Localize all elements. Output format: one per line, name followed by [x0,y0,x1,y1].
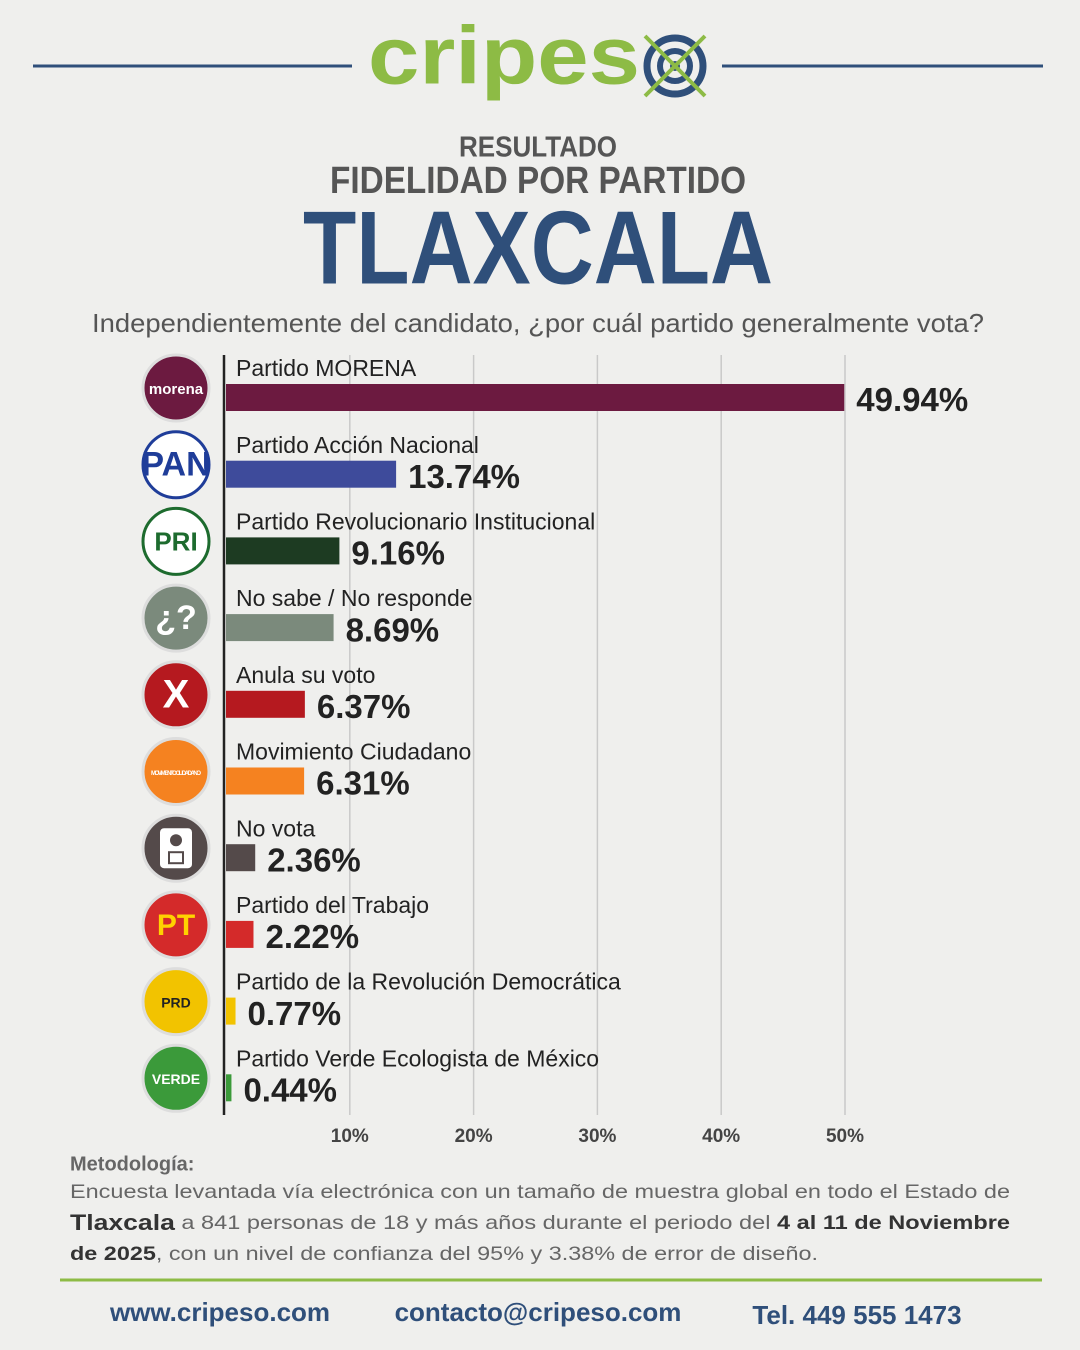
bar [226,1074,232,1102]
phone: Tel. 449 555 1473 [752,1300,961,1330]
party-icon-label: PAN [141,446,210,484]
methodology-text: de 2025 [70,1243,156,1265]
category-label: No sabe / No responde [236,585,473,611]
party-icon [141,967,211,1037]
bar [226,537,340,565]
question: Independientemente del candidato, ¿por c… [92,308,984,338]
bar [226,997,236,1025]
value-label: 6.37% [317,688,411,725]
bar [226,690,305,718]
party-icon [141,583,211,653]
category-label: Partido MORENA [236,355,417,381]
party-icon [141,660,211,730]
category-label: No vota [236,815,315,841]
x-tick-label: 10% [331,1126,369,1147]
methodology-line: Tlaxcala a 841 personas de 18 y más años… [70,1210,1010,1235]
website: www.cripeso.com [109,1297,330,1327]
value-label: 6.31% [316,765,410,802]
party-icon [141,890,211,960]
bar [226,614,334,642]
category-label: Partido de la Revolución Democrática [236,969,621,995]
methodology-text: Encuesta levantada vía electrónica con u… [70,1181,1010,1203]
brand-logo: cripes [368,11,640,102]
methodology-text: a 841 personas de 18 y más años durante … [175,1212,777,1234]
party-icon-label: MOVIMIENTO CIUDADANO [151,771,201,777]
party-icon [141,430,211,500]
ballot-icon [168,851,184,865]
party-icon-label: PRD [161,994,191,1010]
party-icon-label: morena [149,381,204,398]
category-label: Partido Verde Ecologista de México [236,1045,599,1071]
methodology-line: de 2025, con un nivel de confianza del 9… [70,1243,818,1265]
party-icon [141,506,211,576]
value-label: 9.16% [351,535,445,572]
party-icon-label: X [163,672,190,716]
kicker: RESULTADO [459,132,617,164]
category-label: Partido Acción Nacional [236,432,479,458]
bar [226,384,845,411]
party-icon-label: PT [157,909,195,942]
party-icon [141,737,211,806]
x-tick-label: 30% [578,1126,616,1147]
bar [226,844,256,872]
value-label: 2.36% [267,841,361,878]
value-label: 13.74% [408,458,520,495]
title: FIDELIDAD POR PARTIDO [330,160,746,202]
category-label: Partido Revolucionario Institucional [236,508,595,534]
ballot-icon [170,834,182,847]
methodology-text: Tlaxcala [70,1210,176,1235]
state-title: TLAXCALA [303,190,773,306]
brand-target [643,34,707,98]
category-label: Anula su voto [236,662,375,688]
x-tick-label: 20% [455,1126,493,1147]
methodology: Encuesta levantada vía electrónica con u… [70,1181,1010,1265]
email: contacto@cripeso.com [395,1297,682,1327]
category-label: Partido del Trabajo [236,892,429,918]
methodology-text: , con un nivel de confianza del 95% y 3.… [156,1243,818,1265]
methodology-title: Metodología: [70,1153,194,1175]
category-label: Movimiento Ciudadano [236,739,471,765]
value-label: 49.94% [856,381,968,418]
grid: 10% 20% 30% 40% 50% [331,355,864,1147]
methodology-line: Encuesta levantada vía electrónica con u… [70,1181,1010,1203]
party-icon [141,353,211,423]
bar [226,460,397,488]
value-label: 0.77% [248,995,342,1032]
bar [226,767,305,795]
party-icon-label: ¿? [155,599,197,637]
party-icons: morena PAN PRI ¿? X MOVIMIENTO CIUDADANO PT PRD… [141,353,211,1113]
bars: Partido MORENA 49.94% Partido Acción Nacio… [226,355,968,1109]
bar [226,920,254,948]
x-tick-label: 40% [702,1126,740,1147]
x-tick-label: 50% [826,1126,864,1147]
methodology-text: 4 al 11 de Noviembre [777,1212,1010,1234]
value-label: 2.22% [265,918,359,955]
value-label: 8.69% [346,611,440,648]
party-icon-label: PRI [154,526,197,556]
party-icon [141,1043,211,1113]
party-icon-label: VERDE [152,1071,200,1087]
value-label: 0.44% [243,1072,337,1109]
